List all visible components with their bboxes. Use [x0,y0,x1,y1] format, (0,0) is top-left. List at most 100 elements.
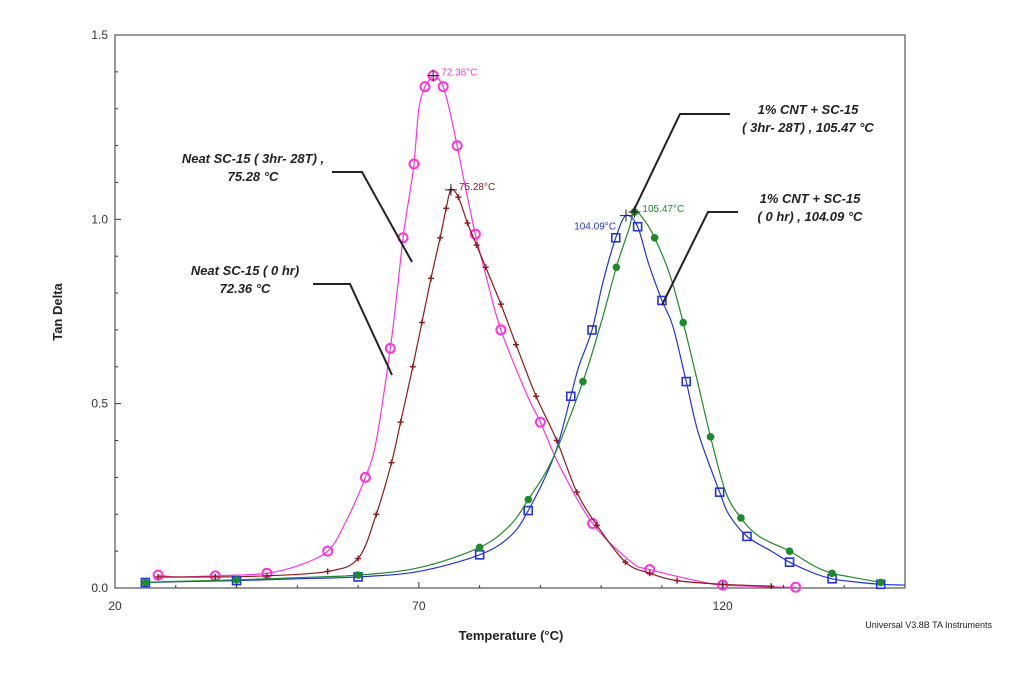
callout-text: ( 3hr- 28T) , 105.47 °C [742,120,874,135]
data-point [473,242,480,249]
data-point [565,391,576,402]
data-point [212,573,219,580]
instrument-credit: Universal V3.8B TA Instruments [865,620,992,630]
data-point [419,81,431,93]
data-point [455,194,462,201]
data-point [632,221,643,232]
callout-0: Neat SC-15 ( 3hr- 28T) , 75.28 °C [182,151,413,263]
data-point [784,557,795,567]
data-point [155,573,162,580]
data-point [714,487,725,497]
data-point [359,471,371,483]
data-point [579,377,587,386]
callout-line [332,171,413,263]
data-point [593,522,600,529]
callout-line [632,113,730,213]
y-tick-label: 1.0 [91,212,108,226]
peak-label: 105.47°C [642,204,684,215]
series-0: 72.36°C [152,68,802,593]
data-point [469,228,481,240]
data-point [534,416,546,428]
data-point [482,264,489,271]
data-point [681,376,692,387]
data-point [785,547,794,555]
callout-text: Neat SC-15 ( 0 hr) [191,263,299,278]
data-point [650,233,659,242]
series-layer: 72.36°C 75.28°C 104.09°C 105.47°C [140,68,906,593]
data-point [397,419,404,426]
data-point [828,569,836,578]
peak-marker [620,209,633,222]
series-line [158,188,772,587]
data-point [437,81,449,93]
series-3: 105.47°C [141,204,885,587]
x-tick-label: 20 [108,599,122,613]
peak-label: 72.36°C [441,68,477,79]
callout-text: 1% CNT + SC-15 [758,102,860,117]
peak-label: 104.09°C [574,222,616,233]
x-axis-label: Temperature (°C) [459,628,564,643]
data-point [679,318,687,327]
data-point [497,301,504,308]
ticks-layer: 20 70 120 0.0 0.5 1.0 1.5 [91,28,845,613]
callout-2: 1% CNT + SC-15 ( 3hr- 28T) , 105.47 °C [632,102,874,213]
data-point [443,205,450,212]
callout-line [313,283,393,376]
data-point [646,570,653,577]
data-point [373,511,380,518]
data-point [706,433,715,441]
data-point [573,489,580,496]
data-point [475,543,484,552]
y-tick-label: 0.0 [91,581,108,595]
data-point [612,263,621,272]
data-point [524,495,533,504]
data-point [464,220,471,227]
data-point [388,459,395,466]
data-point [737,514,745,522]
data-point [451,140,463,152]
data-point [263,572,270,579]
data-point [141,578,150,587]
data-point [428,275,434,282]
data-point [324,568,331,575]
data-point [409,363,416,370]
data-point [355,555,362,562]
data-point [418,319,425,326]
peak-marker [444,183,457,196]
callout-text: ( 0 hr) , 104.09 °C [758,209,864,224]
data-point [587,325,597,335]
callout-text: 1% CNT + SC-15 [760,191,862,206]
data-point [437,234,444,241]
data-point [533,393,540,400]
callout-1: Neat SC-15 ( 0 hr) 72.36 °C [191,263,393,376]
data-point [742,531,752,542]
data-point [768,583,775,590]
callout-line [661,211,738,306]
plot-frame [114,34,906,589]
x-tick-label: 70 [412,599,426,613]
callout-3: 1% CNT + SC-15 ( 0 hr) , 104.09 °C [661,191,864,306]
data-point [408,158,420,170]
data-point [876,578,885,587]
data-point [622,559,629,566]
callout-text: 72.36 °C [220,281,271,296]
data-point [790,581,802,593]
peak-marker [427,69,440,82]
callout-text: Neat SC-15 ( 3hr- 28T) , [182,151,324,166]
series-1: 75.28°C [155,182,775,590]
y-tick-label: 0.5 [91,397,108,411]
data-point [384,342,396,354]
peak-label: 75.28°C [459,182,495,193]
data-point [674,577,681,584]
data-point [354,571,362,579]
data-point [322,545,334,557]
data-point [610,232,621,243]
data-point [523,505,534,516]
data-point [495,324,507,336]
data-point [232,576,241,584]
data-point [513,341,520,348]
y-axis-label: Tan Delta [50,282,65,340]
x-tick-label: 120 [713,599,733,613]
